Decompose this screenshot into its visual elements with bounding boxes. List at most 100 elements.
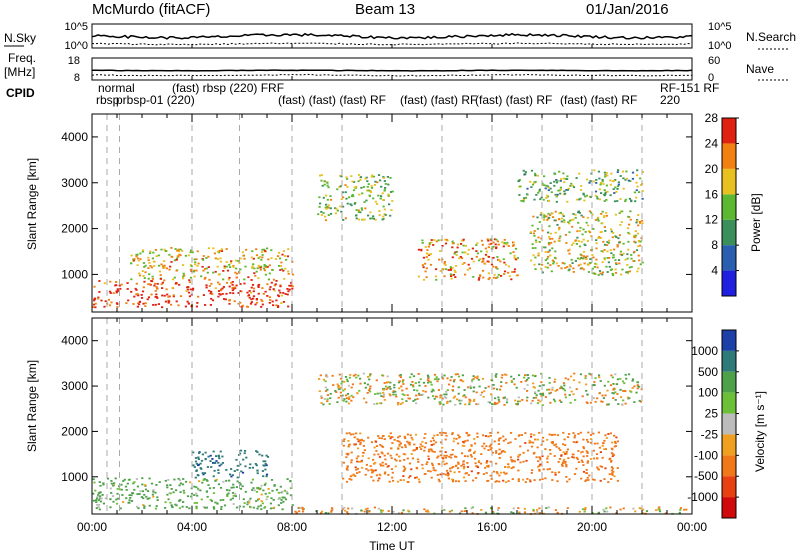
velocity-echo-cell [365,401,368,404]
power-echo-cell [568,219,572,222]
velocity-echo-cell [98,481,101,483]
power-echo-cell [156,287,159,290]
velocity-echo-cell [452,440,455,443]
velocity-echo-cell [616,378,619,381]
power-echo-cell [386,176,389,178]
power-echo-cell [599,183,602,186]
power-echo-cell [175,269,178,272]
velocity-echo-cell [337,396,340,399]
velocity-echo-cell [658,508,661,511]
power-echo-cell [555,181,559,184]
power-echo-cell [261,254,264,256]
power-echo-cell [589,196,592,198]
power-echo-cell [582,238,585,241]
velocity-echo-cell [611,376,614,379]
power-echo-cell [425,276,428,279]
velocity-echo-cell [572,379,576,382]
velocity-echo-cell [430,449,433,452]
power-echo-cell [597,237,600,239]
power-echo-cell [481,269,485,272]
velocity-echo-cell [546,455,550,458]
velocity-echo-cell [572,393,575,396]
velocity-echo-cell [201,481,204,484]
velocity-echo-cell [375,379,378,382]
power-echo-cell [269,286,272,288]
velocity-echo-cell [520,381,523,383]
power-echo-cell [154,290,157,292]
velocity-echo-cell [584,375,587,377]
velocity-echo-cell [175,489,178,492]
velocity-echo-cell [432,443,435,446]
power-echo-cell [543,213,546,216]
power-echo-cell [559,180,562,182]
power-echo-cell [550,191,553,194]
power-echo-cell [603,214,606,217]
velocity-echo-cell [264,492,267,495]
power-echo-cell [605,265,608,268]
power-echo-cell [353,189,356,192]
power-echo-cell [513,270,516,273]
power-echo-cell [165,250,168,252]
power-echo-cell [366,185,369,188]
power-echo-cell [228,302,231,305]
velocity-echo-cell [402,470,405,472]
power-echo-cell [160,263,163,266]
velocity-echo-cell [562,460,565,463]
velocity-colorbar-tick: -100 [694,448,718,462]
power-echo-cell [580,185,583,187]
velocity-echo-cell [256,469,259,472]
power-echo-cell [631,171,635,174]
velocity-echo-cell [377,453,380,456]
velocity-echo-cell [389,394,392,397]
velocity-echo-cell [389,388,392,390]
velocity-echo-cell [560,385,563,388]
velocity-echo-cell [195,462,198,465]
power-echo-cell [132,258,135,261]
velocity-echo-cell [480,453,483,455]
power-echo-cell [626,272,630,275]
power-echo-cell [590,211,593,214]
power-echo-cell [607,261,610,264]
power-echo-cell [482,257,485,260]
velocity-echo-cell [146,498,149,500]
velocity-echo-cell [324,512,327,514]
power-echo-cell [556,224,559,226]
velocity-echo-cell [530,445,534,448]
velocity-echo-cell [551,442,554,445]
velocity-echo-cell [527,377,530,379]
power-echo-cell [179,295,183,297]
velocity-echo-cell [257,498,261,500]
velocity-echo-cell [330,509,333,512]
velocity-echo-cell [331,507,334,509]
power-echo-cell [639,240,642,243]
velocity-echo-cell [356,472,359,474]
power-echo-cell [116,288,119,291]
power-echo-cell [92,303,96,306]
power-echo-cell [217,295,220,298]
power-echo-cell [452,273,455,276]
power-echo-cell [615,236,618,238]
power-echo-cell [461,257,464,260]
power-echo-cell [244,265,247,268]
velocity-echo-cell [451,433,454,436]
power-echo-cell [603,249,606,251]
velocity-echo-cell [283,489,286,492]
power-echo-cell [344,191,347,194]
velocity-echo-cell [351,507,354,510]
velocity-echo-cell [610,374,613,377]
power-echo-cell [556,180,559,182]
velocity-echo-cell [369,390,372,393]
power-echo-cell [502,258,505,261]
power-echo-cell [136,305,139,308]
velocity-echo-cell [542,440,545,443]
velocity-echo-cell [599,380,602,382]
velocity-echo-cell [538,512,541,514]
velocity-echo-cell [409,434,412,437]
velocity-echo-cell [562,382,566,384]
velocity-echo-cell [513,460,516,463]
power-echo-cell [381,192,384,195]
velocity-echo-cell [198,480,201,483]
velocity-echo-cell [600,466,604,468]
power-echo-cell [261,303,264,306]
